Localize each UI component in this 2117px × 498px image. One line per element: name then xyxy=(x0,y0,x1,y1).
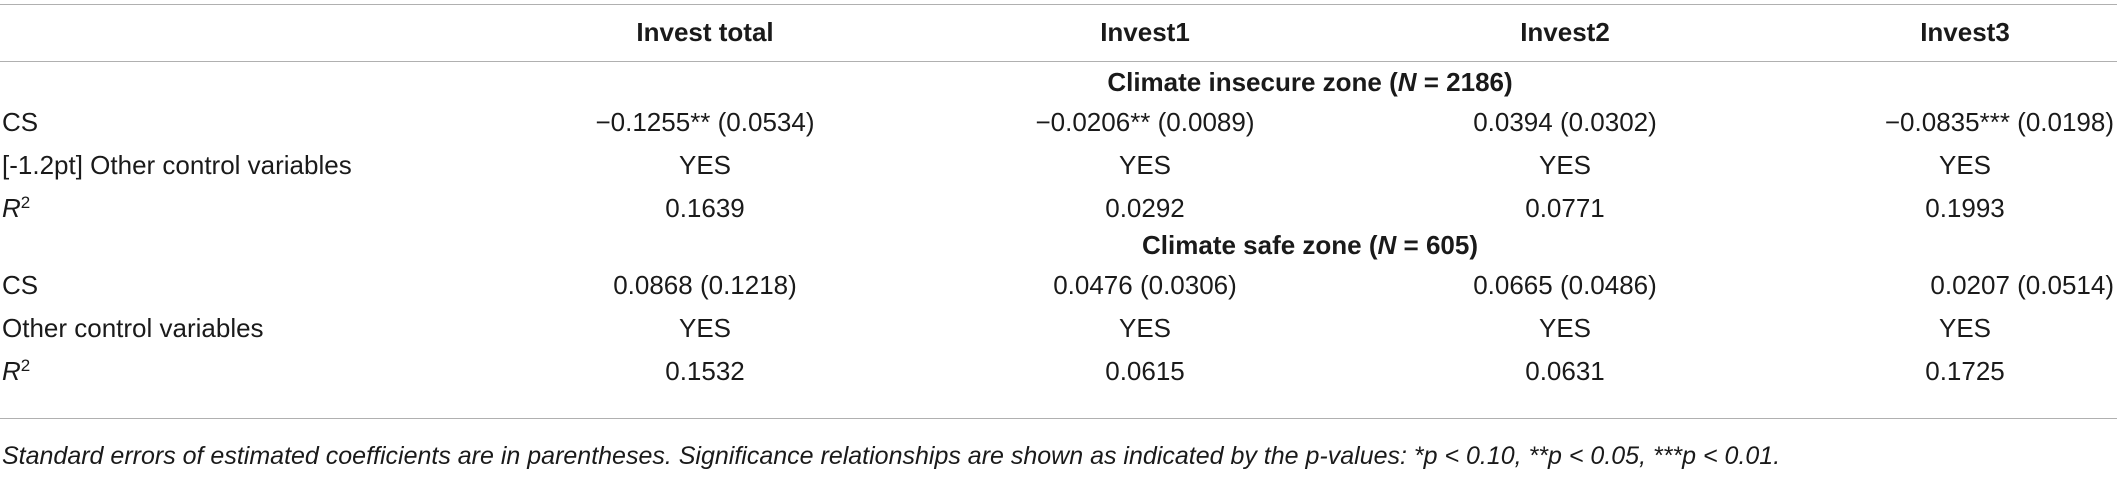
top-rule xyxy=(0,4,2117,5)
table-row: CS 0.0868 (0.1218) 0.0476 (0.0306) 0.066… xyxy=(0,263,2117,307)
cell-value: 0.0771 xyxy=(1525,193,1605,223)
cell-value: YES xyxy=(1538,150,1592,180)
cell-value: −0.1255** (0.0534) xyxy=(595,107,815,137)
bottom-rule xyxy=(0,418,2117,419)
header-invest-total: Invest total xyxy=(636,17,774,47)
table-row: R2 0.1532 0.0615 0.0631 0.1725 xyxy=(0,349,2117,393)
header-rule xyxy=(0,61,2117,62)
cell-value: 0.1639 xyxy=(665,193,745,223)
cell-value: 0.0631 xyxy=(1525,356,1605,386)
table-row: [-1.2pt] Other control variables YES YES… xyxy=(0,143,2117,187)
cell-value: 0.1532 xyxy=(665,356,745,386)
cell-value: 0.0207 (0.0514) xyxy=(1930,270,2114,300)
cell-value: 0.0665 (0.0486) xyxy=(1473,270,1657,300)
cell-value: 0.0476 (0.0306) xyxy=(1053,270,1237,300)
table-footnote: Standard errors of estimated coefficient… xyxy=(2,442,1781,470)
section-title-safe: Climate safe zone (N = 605) xyxy=(1142,230,1478,260)
row-label: [-1.2pt] Other control variables xyxy=(2,150,352,180)
cell-value: YES xyxy=(1938,150,1992,180)
row-label: CS xyxy=(2,270,39,300)
cell-value: 0.1993 xyxy=(1925,193,2005,223)
cell-value: 0.0615 xyxy=(1105,356,1185,386)
cell-value: 0.0394 (0.0302) xyxy=(1473,107,1657,137)
row-label: R2 xyxy=(2,356,31,386)
cell-value: −0.0835*** (0.0198) xyxy=(1884,107,2114,137)
row-label: CS xyxy=(2,107,39,137)
row-label: Other control variables xyxy=(2,313,264,343)
cell-value: 0.0868 (0.1218) xyxy=(613,270,797,300)
cell-value: YES xyxy=(678,150,732,180)
table-row: R2 0.1639 0.0292 0.0771 0.1993 xyxy=(0,186,2117,230)
cell-value: 0.1725 xyxy=(1925,356,2005,386)
cell-value: YES xyxy=(1538,313,1592,343)
header-row: Invest total Invest1 Invest2 Invest3 xyxy=(0,9,2117,55)
header-invest3: Invest3 xyxy=(1920,17,2010,47)
header-invest1: Invest1 xyxy=(1100,17,1190,47)
section-title-insecure: Climate insecure zone (N = 2186) xyxy=(1107,67,1513,97)
cell-value: 0.0292 xyxy=(1105,193,1185,223)
table-row: Other control variables YES YES YES YES xyxy=(0,306,2117,350)
cell-value: YES xyxy=(1938,313,1992,343)
header-invest2: Invest2 xyxy=(1520,17,1610,47)
cell-value: −0.0206** (0.0089) xyxy=(1035,107,1255,137)
cell-value: YES xyxy=(678,313,732,343)
cell-value: YES xyxy=(1118,313,1172,343)
row-label: R2 xyxy=(2,193,31,223)
table-row: CS −0.1255** (0.0534) −0.0206** (0.0089)… xyxy=(0,100,2117,144)
cell-value: YES xyxy=(1118,150,1172,180)
